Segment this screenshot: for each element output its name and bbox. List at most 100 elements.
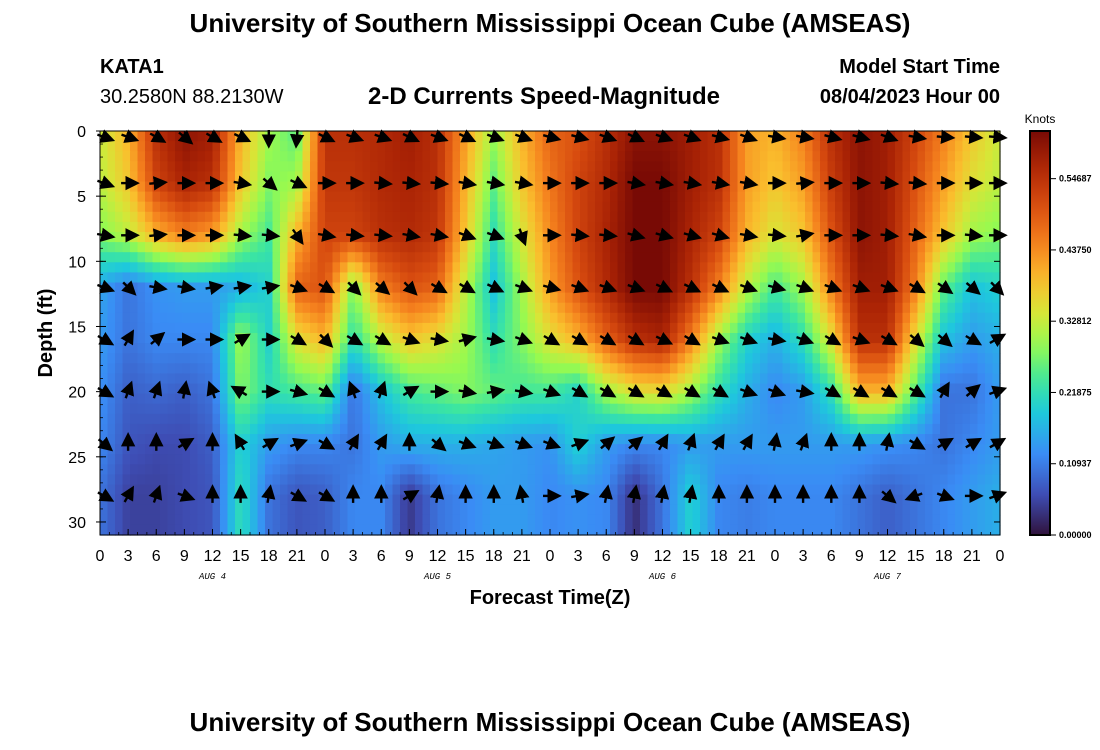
heatmap-cell bbox=[370, 403, 379, 415]
heatmap-cell bbox=[722, 353, 731, 364]
heatmap-cell bbox=[235, 221, 244, 233]
heatmap-cell bbox=[197, 262, 206, 273]
heatmap-cell bbox=[730, 454, 739, 465]
heatmap-cell bbox=[137, 282, 146, 294]
heatmap-cell bbox=[362, 494, 371, 506]
heatmap-cell bbox=[272, 464, 281, 475]
heatmap-cell bbox=[977, 292, 986, 304]
heatmap-cell bbox=[925, 494, 934, 506]
heatmap-cell bbox=[940, 353, 949, 364]
heatmap-cell bbox=[895, 393, 904, 405]
heatmap-cell bbox=[902, 322, 911, 334]
heatmap-cell bbox=[685, 171, 694, 183]
heatmap-cell bbox=[850, 302, 859, 314]
heatmap-cell bbox=[782, 181, 791, 193]
heatmap-cell bbox=[130, 504, 139, 516]
heatmap-cell bbox=[932, 484, 941, 496]
heatmap-cell bbox=[827, 413, 836, 425]
heatmap-cell bbox=[362, 161, 371, 172]
heatmap-cell bbox=[115, 403, 124, 415]
heatmap-cell bbox=[160, 242, 169, 253]
heatmap-cell bbox=[385, 474, 394, 486]
heatmap-cell bbox=[445, 211, 454, 223]
heatmap-cell bbox=[617, 504, 626, 516]
heatmap-cell bbox=[962, 211, 971, 223]
heatmap-cell bbox=[257, 262, 266, 273]
heatmap-cell bbox=[347, 171, 356, 183]
heatmap-cell bbox=[107, 413, 116, 425]
heatmap-cell bbox=[400, 403, 409, 415]
heatmap-cell bbox=[745, 322, 754, 334]
heatmap-cell bbox=[850, 272, 859, 284]
heatmap-cell bbox=[685, 221, 694, 233]
heatmap-cell bbox=[302, 343, 311, 354]
heatmap-cell bbox=[670, 484, 679, 496]
heatmap-cell bbox=[310, 191, 319, 203]
heatmap-cell bbox=[220, 191, 229, 203]
heatmap-cell bbox=[947, 262, 956, 273]
heatmap-cell bbox=[617, 413, 626, 425]
heatmap-cell bbox=[887, 141, 896, 152]
heatmap-cell bbox=[880, 343, 889, 354]
heatmap-cell bbox=[722, 151, 731, 162]
heatmap-cell bbox=[505, 242, 514, 253]
heatmap-cell bbox=[647, 423, 656, 435]
heatmap-cell bbox=[602, 353, 611, 364]
heatmap-cell bbox=[400, 242, 409, 253]
heatmap-cell bbox=[130, 141, 139, 152]
heatmap-cell bbox=[850, 322, 859, 334]
heatmap-cell bbox=[872, 383, 881, 395]
heatmap-cell bbox=[910, 363, 919, 374]
heatmap-cell bbox=[392, 403, 401, 415]
heatmap-cell bbox=[895, 151, 904, 162]
heatmap-cell bbox=[520, 171, 529, 183]
heatmap-cell bbox=[752, 302, 761, 314]
heatmap-cell bbox=[610, 191, 619, 203]
heatmap-cell bbox=[542, 272, 551, 284]
heatmap-cell bbox=[332, 343, 341, 354]
heatmap-cell bbox=[467, 151, 476, 162]
heatmap-cell bbox=[242, 141, 251, 152]
heatmap-cell bbox=[602, 464, 611, 475]
heatmap-cell bbox=[775, 221, 784, 233]
heatmap-cell bbox=[370, 171, 379, 183]
heatmap-cell bbox=[175, 181, 184, 193]
heatmap-cell bbox=[557, 191, 566, 203]
heatmap-cell bbox=[947, 272, 956, 284]
heatmap-cell bbox=[752, 524, 761, 536]
heatmap-cell bbox=[145, 221, 154, 233]
heatmap-cell bbox=[797, 343, 806, 354]
heatmap-cell bbox=[595, 262, 604, 273]
heatmap-cell bbox=[722, 252, 731, 263]
heatmap-cell bbox=[775, 484, 784, 496]
heatmap-cell bbox=[197, 141, 206, 152]
heatmap-cell bbox=[610, 343, 619, 354]
heatmap-cell bbox=[242, 393, 251, 405]
heatmap-cell bbox=[790, 161, 799, 172]
heatmap-cell bbox=[332, 474, 341, 486]
heatmap-cell bbox=[145, 373, 154, 385]
heatmap-cell bbox=[115, 524, 124, 536]
heatmap-cell bbox=[535, 403, 544, 415]
heatmap-cell bbox=[797, 232, 806, 243]
heatmap-cell bbox=[340, 232, 349, 243]
heatmap-cell bbox=[640, 434, 649, 445]
heatmap-cell bbox=[737, 161, 746, 172]
current-arrow bbox=[683, 279, 702, 293]
heatmap-cell bbox=[482, 484, 491, 496]
heatmap-cell bbox=[362, 272, 371, 284]
heatmap-cell bbox=[302, 373, 311, 385]
heatmap-cell bbox=[820, 504, 829, 516]
heatmap-cell bbox=[362, 211, 371, 223]
heatmap-cell bbox=[580, 191, 589, 203]
heatmap-cell bbox=[767, 312, 776, 324]
heatmap-cell bbox=[137, 242, 146, 253]
heatmap-cell bbox=[287, 151, 296, 162]
heatmap-cell bbox=[625, 221, 634, 233]
heatmap-cell bbox=[572, 413, 581, 425]
heatmap-cell bbox=[955, 403, 964, 415]
heatmap-cell bbox=[632, 373, 641, 385]
heatmap-cell bbox=[115, 312, 124, 324]
heatmap-cell bbox=[287, 141, 296, 152]
heatmap-cell bbox=[460, 474, 469, 486]
